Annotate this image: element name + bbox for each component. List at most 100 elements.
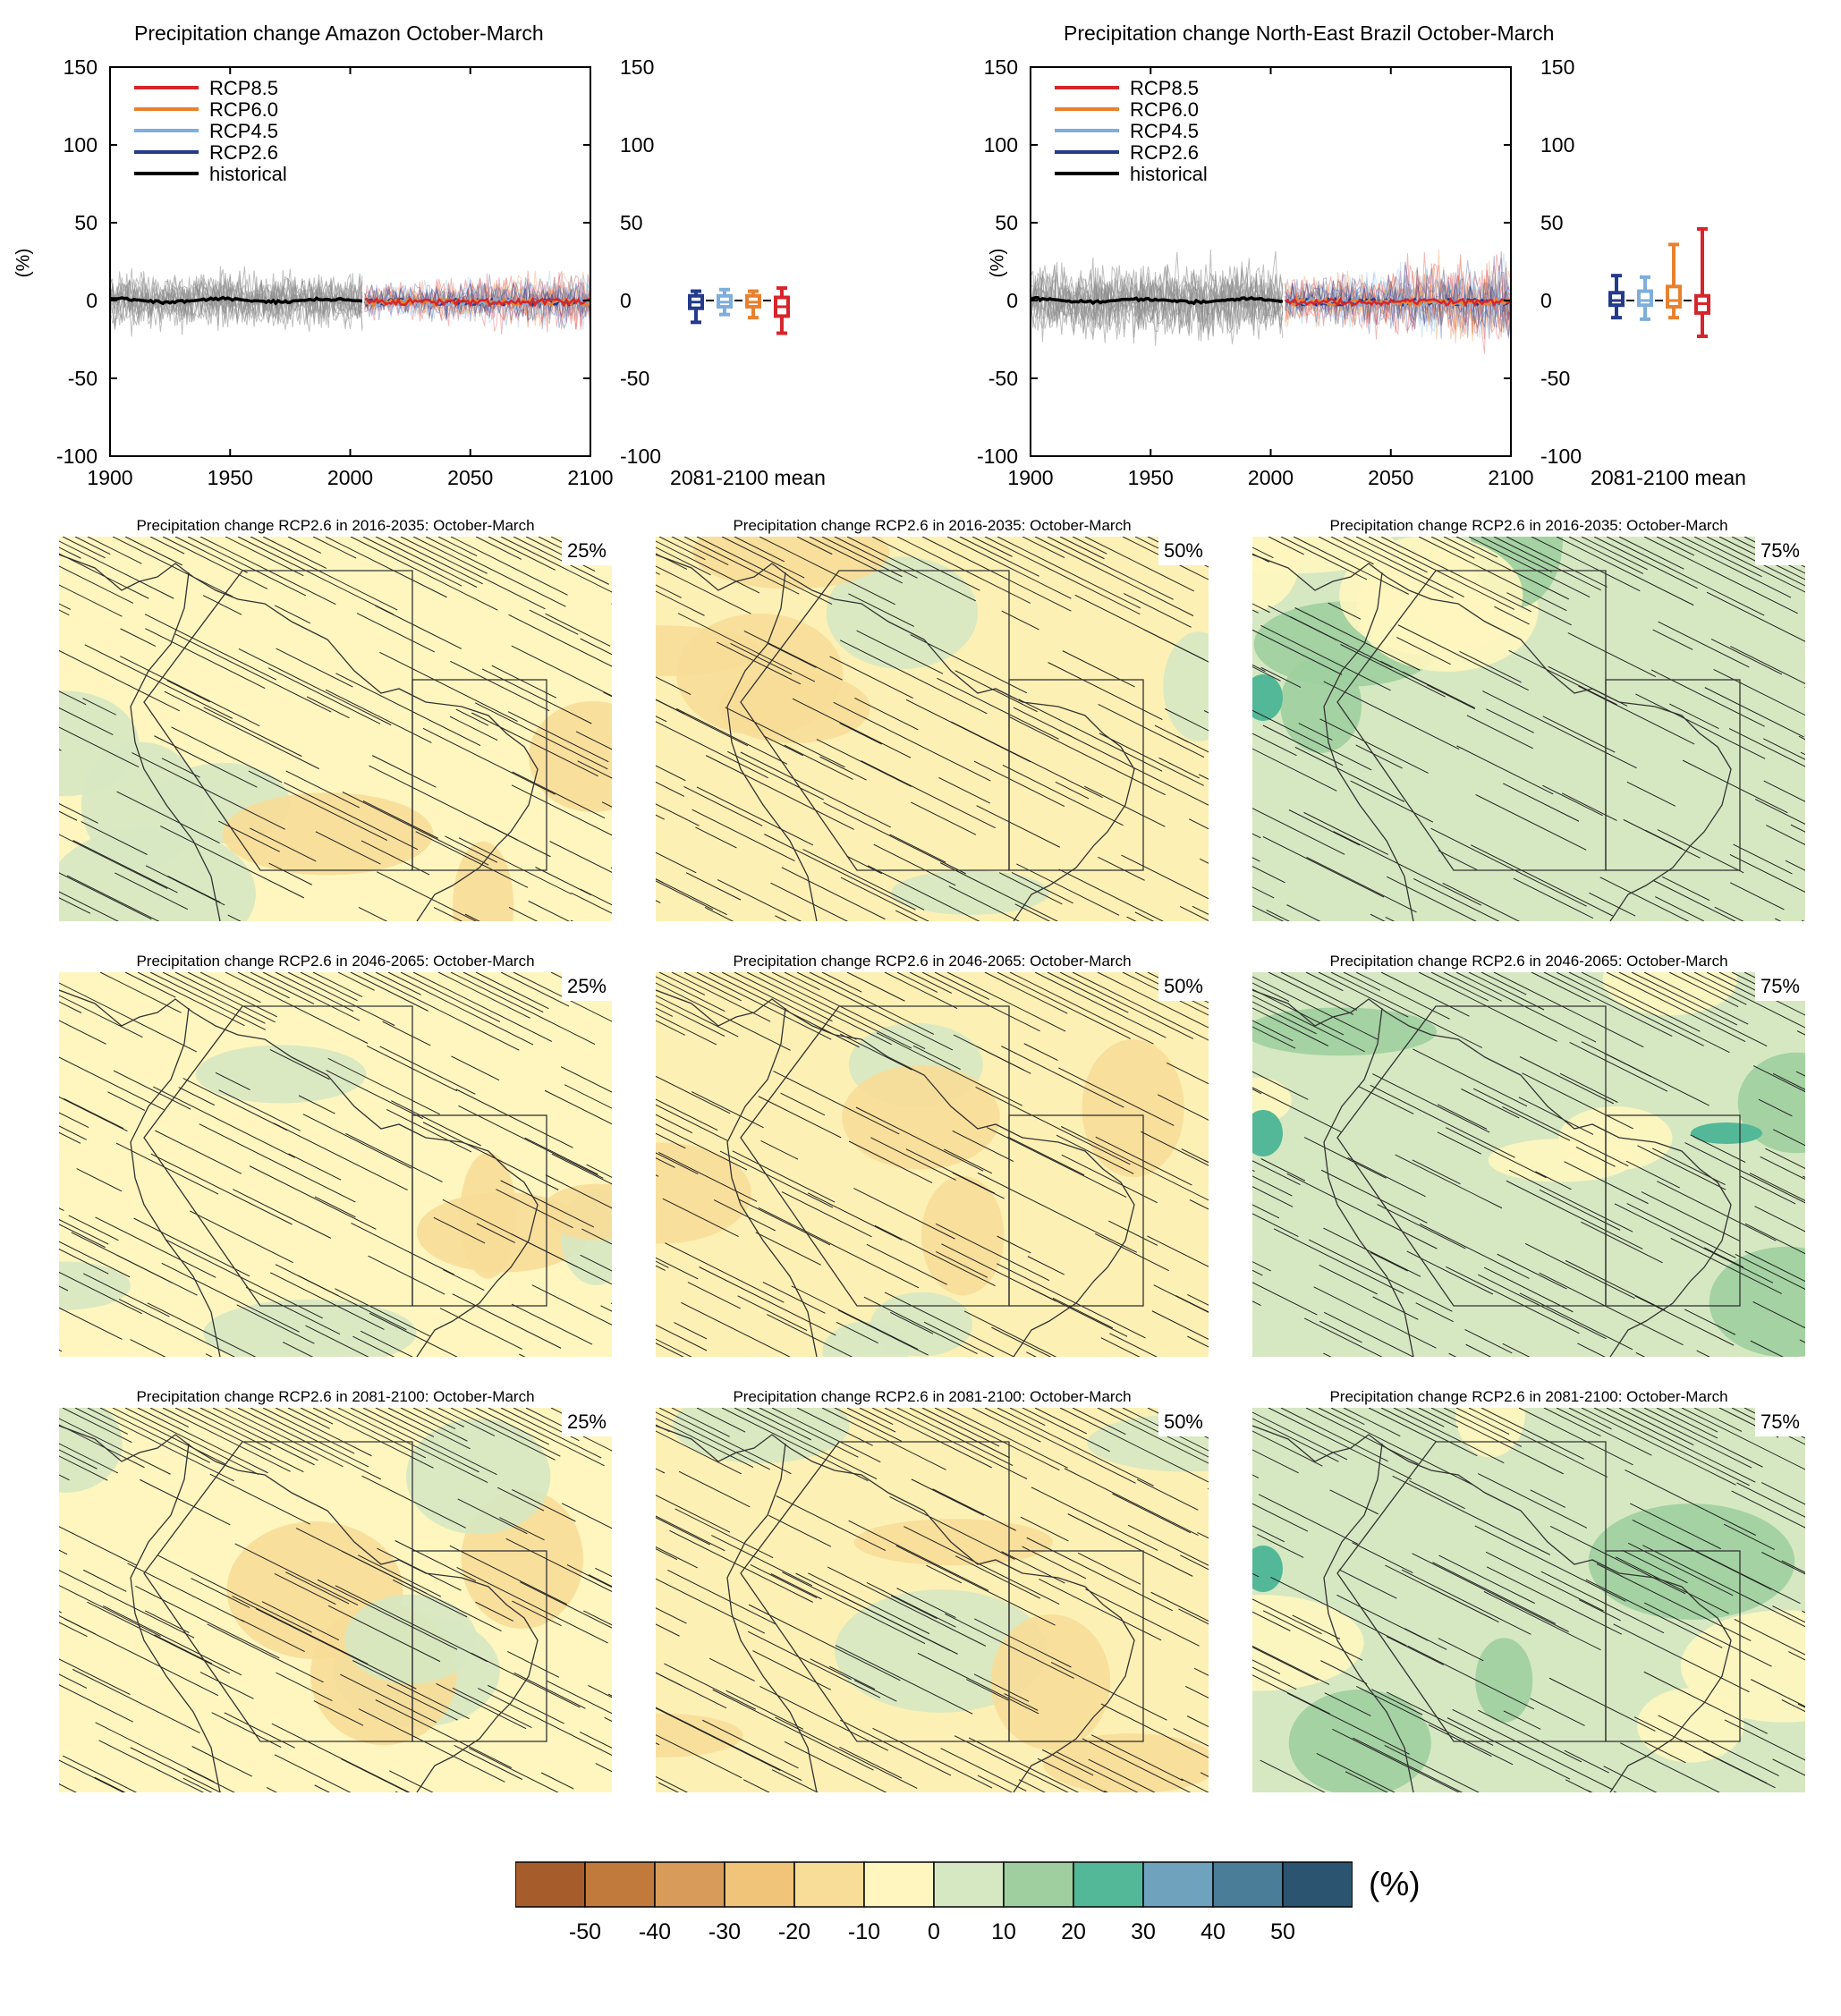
- hatch-line: [531, 1284, 612, 1326]
- hatch-line: [1270, 1576, 1341, 1613]
- hatch-line: [997, 972, 1132, 1039]
- hatch-line: [1766, 825, 1805, 845]
- hatch-line: [1581, 537, 1648, 571]
- hatch-line: [1109, 1408, 1209, 1458]
- hatch-line: [500, 537, 612, 593]
- hatch-line: [1395, 1154, 1503, 1209]
- hatch-line: [971, 537, 1013, 557]
- hatch-line: [946, 972, 1066, 1032]
- hatch-line: [1401, 1569, 1531, 1635]
- map-frame: 75%: [1252, 537, 1805, 921]
- hatch-line: [358, 1708, 505, 1783]
- hatch-line: [1404, 1628, 1447, 1650]
- hatch-line: [375, 972, 421, 995]
- hatch-line: [66, 875, 160, 921]
- y-tick-label-right: 100: [620, 133, 654, 157]
- hatch-line: [99, 1408, 210, 1463]
- hatch-line: [1062, 650, 1135, 688]
- hatch-line: [391, 1100, 481, 1147]
- y-tick-label-right: 100: [1540, 133, 1574, 157]
- hatch-line: [1567, 632, 1657, 678]
- hatch-line: [1703, 1247, 1744, 1268]
- hatch-line: [525, 537, 596, 572]
- hatch-line: [712, 1689, 874, 1771]
- percentile-label: 50%: [1158, 537, 1209, 565]
- hatch-line: [1631, 972, 1738, 1026]
- hatch-line: [1355, 744, 1403, 769]
- hatch-line: [1290, 616, 1393, 669]
- hatch-line: [581, 1228, 612, 1245]
- hatch-line: [130, 1747, 222, 1792]
- hatch-line: [462, 1408, 561, 1457]
- hatch-line: [118, 1299, 235, 1357]
- hatch-line: [747, 1631, 881, 1698]
- hatch-line: [350, 972, 428, 1012]
- hatch-line: [1702, 1751, 1776, 1789]
- precip-contour-region: [405, 1419, 551, 1535]
- hatch-line: [1549, 1525, 1686, 1595]
- precip-contour-region: [1288, 1689, 1431, 1792]
- hatch-line: [1380, 537, 1531, 613]
- hatch-line: [1178, 1608, 1209, 1625]
- hatch-line: [162, 972, 266, 1024]
- hatch-line: [1681, 972, 1747, 1005]
- significance-hatching: [59, 972, 612, 1357]
- hatch-line: [1262, 724, 1344, 767]
- map-panel: Precipitation change RCP2.6 in 2081-2100…: [59, 1388, 612, 1808]
- hatch-line: [1002, 764, 1124, 826]
- hatch-line: [1456, 745, 1554, 795]
- hatch-line: [337, 972, 375, 991]
- hatch-line: [1328, 602, 1362, 620]
- hatch-line: [867, 865, 980, 921]
- hatch-line: [1180, 1554, 1209, 1571]
- hatch-line: [1313, 1286, 1437, 1349]
- hatch-line: [1252, 629, 1343, 675]
- hatch-line: [540, 1772, 574, 1790]
- map-panel: Precipitation change RCP2.6 in 2016-2035…: [59, 517, 612, 937]
- boxplot-rcp26: [688, 289, 714, 325]
- hatch-line: [361, 840, 430, 876]
- hatch-line: [1625, 1160, 1680, 1189]
- hatch-line: [1658, 1715, 1779, 1776]
- hatch-line: [1136, 1478, 1199, 1511]
- hatch-line: [656, 1098, 718, 1131]
- hatch-line: [691, 1091, 764, 1129]
- hatch-line: [711, 1535, 813, 1587]
- hatch-line: [511, 784, 612, 836]
- percentile-label: 25%: [561, 537, 612, 565]
- hatch-line: [1418, 972, 1557, 1042]
- hatch-line: [871, 1408, 992, 1469]
- hatch-line: [1187, 1335, 1209, 1348]
- hatch-line: [1502, 1343, 1531, 1357]
- precip-contour-region: [656, 1713, 743, 1758]
- hatch-line: [1037, 1758, 1107, 1792]
- hatch-line: [809, 972, 935, 1035]
- hatch-line: [696, 1408, 746, 1433]
- hatch-line: [394, 1540, 477, 1582]
- hatch-line: [1506, 592, 1572, 626]
- hatch-line: [276, 648, 353, 688]
- hatch-line: [107, 1091, 146, 1111]
- hatch-line: [160, 826, 305, 899]
- hatch-line: [1099, 733, 1204, 786]
- hatch-line: [455, 708, 489, 726]
- hatch-line: [664, 1663, 757, 1710]
- coastline: [59, 989, 539, 1357]
- hatch-line: [512, 1600, 562, 1627]
- hatch-line: [271, 1723, 411, 1792]
- hatch-line: [1323, 1227, 1421, 1277]
- significance-hatching: [656, 537, 1209, 921]
- hatch-line: [82, 698, 116, 716]
- hatch-line: [1330, 972, 1483, 1048]
- hatch-line: [1280, 972, 1358, 1011]
- coastline: [130, 1007, 221, 1357]
- northeast-brazil-region-outline: [1605, 679, 1741, 871]
- hatch-line: [1493, 972, 1644, 1048]
- hatch-line: [656, 1075, 731, 1114]
- hatch-line: [909, 1408, 1010, 1459]
- hatch-line: [968, 1737, 1080, 1792]
- hatch-line: [911, 1478, 985, 1516]
- hatch-line: [171, 726, 283, 784]
- hatch-line: [1067, 1513, 1193, 1577]
- hatch-line: [840, 1719, 952, 1776]
